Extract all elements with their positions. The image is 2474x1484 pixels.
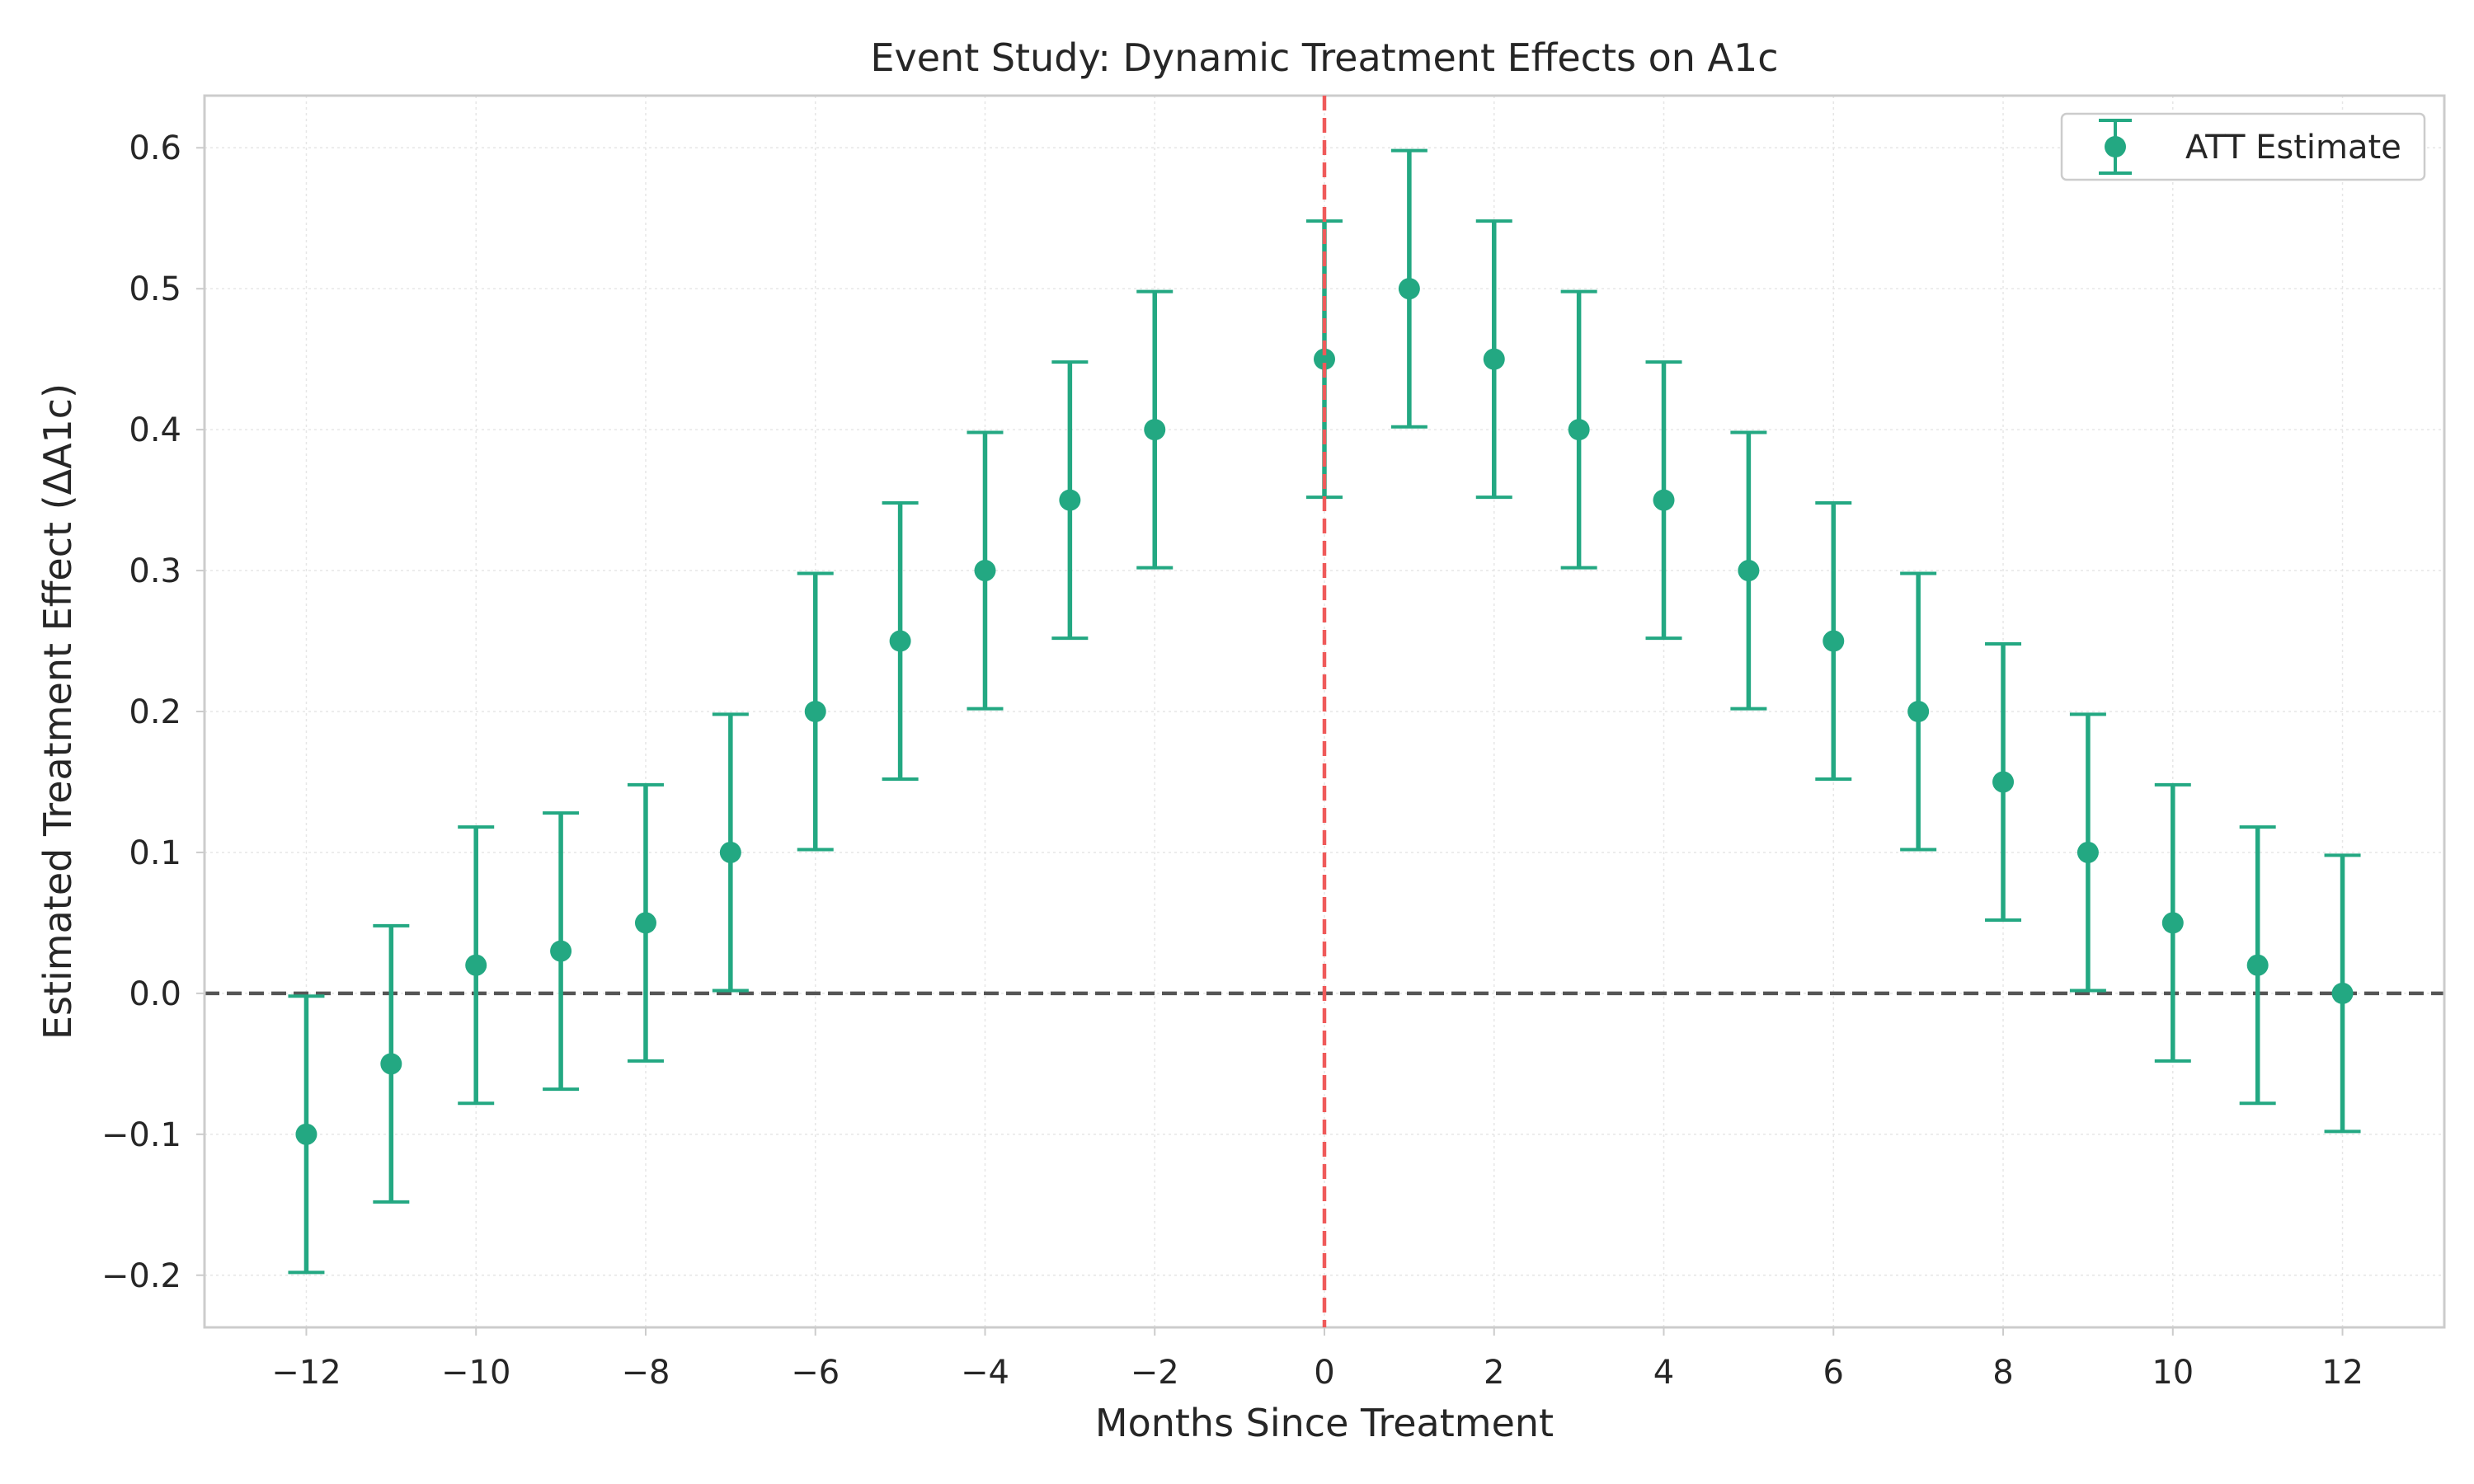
data-point — [889, 630, 911, 652]
data-point — [974, 560, 996, 582]
x-tick-label: −10 — [441, 1354, 510, 1392]
data-point — [719, 841, 741, 863]
data-point — [1398, 278, 1420, 300]
data-point-group — [2069, 712, 2106, 993]
data-point — [295, 1123, 317, 1145]
data-point-group — [1985, 641, 2022, 922]
legend-label: ATT Estimate — [2185, 129, 2401, 167]
data-point — [2246, 954, 2269, 976]
data-point-group — [2239, 825, 2276, 1106]
data-point-group — [1815, 501, 1852, 782]
data-point-group — [458, 825, 495, 1106]
y-tick-label: −0.1 — [101, 1116, 181, 1154]
x-tick-label: 8 — [1992, 1354, 2013, 1392]
y-tick-label: 0.3 — [129, 552, 181, 590]
x-tick-label: −2 — [1131, 1354, 1179, 1392]
x-tick-label: 4 — [1653, 1354, 1674, 1392]
chart-title: Event Study: Dynamic Treatment Effects o… — [870, 35, 1778, 80]
x-tick-label: −6 — [791, 1354, 840, 1392]
y-tick-label: 0.0 — [129, 975, 181, 1013]
x-tick-label: −12 — [271, 1354, 341, 1392]
data-point — [1738, 560, 1760, 582]
data-point — [804, 701, 826, 722]
x-tick-label: −8 — [621, 1354, 670, 1392]
y-tick-label: 0.2 — [129, 693, 181, 731]
data-point-group — [1051, 360, 1089, 641]
data-point — [1483, 348, 1505, 370]
data-point — [634, 912, 656, 934]
data-point — [1823, 630, 1845, 652]
x-tick-label: 0 — [1314, 1354, 1334, 1392]
x-tick-label: 6 — [1823, 1354, 1844, 1392]
data-point-group — [2154, 782, 2191, 1063]
legend-point — [2105, 136, 2126, 157]
data-point-group — [1560, 289, 1597, 570]
data-point — [1568, 419, 1590, 441]
data-point-group — [1900, 571, 1937, 852]
data-point-group — [1390, 148, 1427, 429]
legend-box — [2060, 112, 2426, 181]
data-point-group — [1645, 360, 1682, 641]
data-point — [2161, 912, 2184, 934]
data-point-group — [797, 571, 834, 852]
data-marks — [288, 148, 2361, 1275]
x-tick-label: 12 — [2321, 1354, 2363, 1392]
y-axis-ticks: −0.2 −0.1 0.0 0.1 0.2 0.3 0.4 0.5 0.6 — [101, 129, 205, 1295]
y-tick-label: −0.2 — [101, 1257, 181, 1295]
data-point-group — [967, 430, 1004, 711]
x-axis-ticks: −12 −10 −8 −6 −4 −2 0 2 4 6 8 10 12 — [271, 1327, 2363, 1392]
data-point — [465, 954, 487, 976]
data-point-group — [882, 501, 919, 782]
x-axis-label: Months Since Treatment — [1095, 1401, 1554, 1445]
data-point — [2331, 982, 2354, 1004]
data-point — [1059, 489, 1081, 511]
data-point — [2077, 841, 2099, 863]
data-point-group — [373, 923, 410, 1204]
data-point — [1992, 771, 2015, 793]
data-point — [1144, 419, 1166, 441]
data-point — [550, 940, 572, 962]
data-point-group — [627, 782, 664, 1063]
data-point — [1907, 701, 1930, 722]
data-point-group — [2324, 853, 2361, 1134]
y-axis-label: Estimated Treatment Effect (ΔA1c) — [35, 383, 80, 1040]
y-tick-label: 0.1 — [129, 834, 181, 872]
y-tick-label: 0.6 — [129, 129, 181, 167]
data-point-group — [1475, 219, 1512, 500]
data-point — [380, 1053, 402, 1075]
y-tick-label: 0.5 — [129, 270, 181, 308]
data-point-group — [712, 712, 749, 993]
x-tick-label: 2 — [1484, 1354, 1504, 1392]
y-tick-label: 0.4 — [129, 411, 181, 449]
data-point-group — [1136, 289, 1174, 570]
data-point-group — [288, 994, 325, 1275]
x-tick-label: 10 — [2152, 1354, 2194, 1392]
data-point-group — [543, 811, 580, 1092]
legend: ATT Estimate — [2060, 112, 2426, 181]
data-point — [1653, 489, 1675, 511]
data-point-group — [1730, 430, 1767, 711]
x-tick-label: −4 — [961, 1354, 1009, 1392]
data-point — [1314, 348, 1335, 370]
legend-marker — [2099, 119, 2132, 175]
